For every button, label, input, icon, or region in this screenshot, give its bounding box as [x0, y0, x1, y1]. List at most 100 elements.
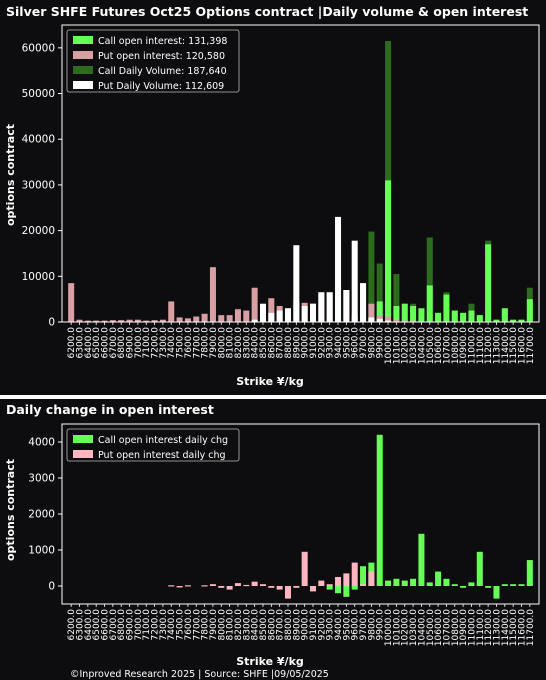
x-tick-label: 9700.0: [359, 609, 369, 641]
bar-call-open-interest: [401, 303, 408, 322]
bar-call-open-interest: [435, 312, 442, 322]
bar-call-volume: [426, 237, 433, 322]
bar-call-open-interest: [418, 308, 425, 322]
bar-put-oi-change: [293, 586, 300, 588]
bar-put-oi-change: [243, 584, 250, 587]
top-plot-area: 0 10000 20000 30000 40000 50000 60000 6200.0630…: [22, 24, 540, 364]
x-tick-label: 11600.0: [517, 609, 527, 646]
bar-put-oi-change: [318, 580, 325, 586]
bar-put-oi-change: [209, 584, 216, 586]
bar-put-oi-change: [218, 586, 225, 588]
bar-call-open-interest: [393, 306, 400, 322]
bar-call-oi-change: [451, 584, 458, 586]
x-tick-label: 6700.0: [109, 327, 119, 359]
x-tick-label: 8600.0: [267, 327, 277, 359]
legend-swatch: [73, 435, 93, 443]
x-tick-label: 10000.0: [384, 327, 394, 364]
x-tick-label: 8500.0: [259, 327, 269, 359]
bar-put-open-interest: [201, 313, 208, 322]
bar-put-oi-change: [368, 571, 375, 586]
bar-put-open-interest: [168, 301, 175, 322]
x-tick-label: 9400.0: [334, 327, 344, 359]
bar-call-open-interest: [485, 244, 492, 322]
x-tick-label: 11000.0: [467, 609, 477, 646]
bar-put-open-interest: [118, 320, 125, 322]
bar-call-oi-change: [351, 586, 358, 590]
x-tick-label: 7200.0: [151, 327, 161, 359]
bar-call-oi-change: [335, 586, 342, 594]
footer-source: ©Inproved Research 2025 | Source: SHFE |…: [70, 669, 329, 680]
x-tick-label: 10000.0: [384, 609, 394, 646]
x-tick-label: 11200.0: [484, 609, 494, 646]
bar-call-oi-change: [393, 578, 400, 586]
bar-put-open-interest: [268, 298, 275, 322]
bar-call-oi-change: [343, 586, 350, 597]
x-tick-label: 7100.0: [142, 609, 152, 641]
legend-entry: Call open interest: 131,398: [98, 36, 227, 47]
x-tick-label: 10700.0: [442, 327, 452, 364]
panel-divider: [0, 395, 546, 399]
y-tick-label: 30000: [22, 179, 55, 191]
x-tick-label: 9200.0: [317, 327, 327, 359]
x-tick-label: 11400.0: [501, 609, 511, 646]
x-tick-label: 10800.0: [451, 327, 461, 364]
x-tick-label: 7300.0: [159, 609, 169, 641]
x-tick-label: 9300.0: [326, 327, 336, 359]
bar-put-volume: [326, 292, 333, 322]
bar-put-open-interest: [76, 319, 83, 322]
top-y-axis-label: options contract: [4, 124, 17, 226]
x-tick-label: 6700.0: [109, 609, 119, 641]
x-tick-label: 11600.0: [517, 327, 527, 364]
bar-put-open-interest: [234, 309, 241, 322]
bar-put-open-interest: [126, 319, 133, 322]
x-tick-label: 9500.0: [342, 327, 352, 359]
x-tick-label: 9600.0: [351, 327, 361, 359]
y-tick-label: 20000: [22, 225, 55, 237]
bar-put-volume: [343, 290, 350, 322]
bar-put-open-interest: [93, 320, 100, 322]
bar-put-oi-change: [259, 584, 266, 586]
bar-put-volume: [301, 306, 308, 322]
x-tick-label: 8400.0: [251, 327, 261, 359]
x-tick-label: 8400.0: [251, 609, 261, 641]
bar-put-oi-change: [226, 586, 233, 590]
x-tick-label: 7700.0: [192, 609, 202, 641]
x-tick-label: 7600.0: [184, 327, 194, 359]
bar-put-oi-change: [184, 585, 191, 587]
y-tick-label: 0: [48, 581, 55, 593]
bar-put-volume: [351, 240, 358, 322]
y-tick-label: 10000: [22, 271, 55, 283]
bar-call-oi-change: [526, 560, 533, 586]
x-tick-label: 10800.0: [451, 609, 461, 646]
bar-put-open-interest: [159, 319, 166, 322]
bar-call-oi-change: [435, 571, 442, 586]
x-tick-label: 9800.0: [367, 327, 377, 359]
bar-put-open-interest: [84, 320, 91, 322]
x-tick-label: 9300.0: [326, 609, 336, 641]
y-tick-label: 3000: [28, 473, 55, 485]
bar-call-open-interest: [443, 294, 450, 322]
legend-swatch: [73, 36, 93, 44]
y-tick-label: 4000: [28, 437, 55, 449]
top-chart-title: Silver SHFE Futures Oct25 Options contra…: [6, 4, 528, 19]
bar-call-open-interest: [476, 315, 483, 322]
x-tick-label: 10400.0: [417, 609, 427, 646]
x-tick-label: 10100.0: [392, 327, 402, 364]
bar-call-oi-change: [501, 584, 508, 586]
bar-call-oi-change: [493, 586, 500, 599]
bar-call-open-interest: [526, 299, 533, 322]
x-tick-label: 7700.0: [192, 327, 202, 359]
bar-put-oi-change: [326, 584, 333, 586]
bar-call-open-interest: [451, 310, 458, 322]
x-tick-label: 10200.0: [401, 609, 411, 646]
x-tick-label: 7200.0: [151, 609, 161, 641]
x-tick-label: 11200.0: [484, 327, 494, 364]
bar-put-open-interest: [218, 315, 225, 322]
bar-put-open-interest: [368, 303, 375, 322]
bar-call-open-interest: [385, 180, 392, 322]
bar-call-open-interest: [493, 319, 500, 322]
x-tick-label: 9400.0: [334, 609, 344, 641]
x-tick-label: 10200.0: [401, 327, 411, 364]
bar-call-open-interest: [501, 308, 508, 322]
x-tick-label: 7300.0: [159, 327, 169, 359]
